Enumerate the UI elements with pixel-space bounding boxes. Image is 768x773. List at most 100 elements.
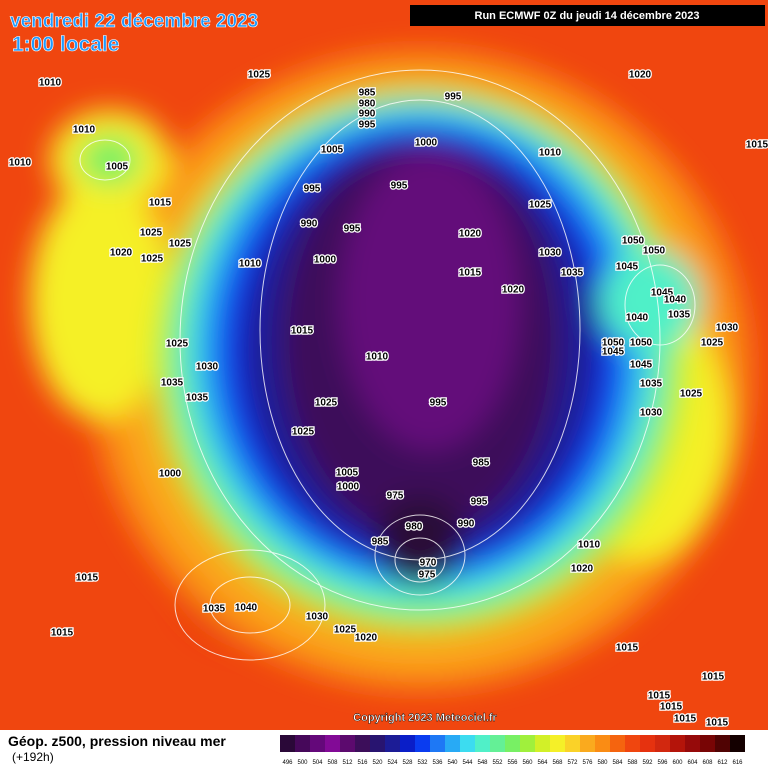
- colorbar-label: 596: [657, 760, 668, 766]
- isobar-label: 1040: [235, 603, 258, 614]
- colorbar-label: 508: [327, 760, 338, 766]
- isobar-label: 1015: [51, 628, 74, 639]
- isobar-label: 1025: [141, 254, 164, 265]
- colorbar-swatch: [340, 735, 355, 752]
- colorbar-label: 524: [387, 760, 398, 766]
- isobar-label: 1030: [640, 408, 663, 419]
- isobar-label: 1045: [651, 288, 674, 299]
- isobar-label: 1010: [73, 125, 96, 136]
- isobar-label: 1005: [106, 162, 129, 173]
- colorbar-label: 572: [567, 760, 578, 766]
- colorbar-swatch: [280, 735, 295, 752]
- isobar-label: 990: [359, 109, 376, 120]
- colorbar-swatch: [505, 735, 520, 752]
- colorbar-swatch: [700, 735, 715, 752]
- isobar-label: 1020: [571, 564, 594, 575]
- isobar-label: 995: [304, 184, 321, 195]
- colorbar-label: 552: [492, 760, 503, 766]
- run-box: [410, 5, 765, 26]
- colorbar-label: 516: [357, 760, 368, 766]
- isobar-label: 1045: [602, 347, 625, 358]
- colorbar-swatch: [595, 735, 610, 752]
- footer-label: Géop. z500, pression niveau mer: [8, 733, 226, 749]
- colorbar-label: 576: [582, 760, 593, 766]
- colorbar-swatch: [655, 735, 670, 752]
- colorbar-label: 528: [402, 760, 413, 766]
- isobar-label: 1015: [674, 714, 697, 725]
- isobar-label: 1040: [664, 295, 687, 306]
- isobar-label: 1010: [366, 352, 389, 363]
- isobar-label: 1015: [149, 198, 172, 209]
- isobar-label: 1010: [539, 148, 562, 159]
- isobar-label: 975: [419, 570, 436, 581]
- colorbar-label: 536: [432, 760, 443, 766]
- isobar-label: 1015: [702, 672, 725, 683]
- copyright: Copyright 2023 Meteociel.fr: [353, 712, 497, 724]
- isobar-label: 1005: [321, 145, 344, 156]
- colorbar-label: 564: [537, 760, 548, 766]
- isobar-label: 1035: [186, 393, 209, 404]
- colorbar-swatch: [430, 735, 445, 752]
- colorbar-label: 588: [627, 760, 638, 766]
- isobar-label: 1010: [39, 78, 62, 89]
- colorbar-label: 504: [312, 760, 323, 766]
- isobar-label: 1030: [306, 612, 329, 623]
- colorbar-swatch: [475, 735, 490, 752]
- isobar-label: 985: [372, 537, 389, 548]
- isobar-label: 980: [406, 522, 423, 533]
- isobar-label: 1005: [336, 468, 359, 479]
- isobar-label: 980: [359, 99, 376, 110]
- isobar-label: 990: [458, 519, 475, 530]
- colorbar-swatch: [295, 735, 310, 752]
- lead-time: (+192h): [12, 750, 54, 764]
- isobar-label: 995: [445, 92, 462, 103]
- isobar-label: 995: [359, 120, 376, 131]
- isobar-label: 1025: [169, 239, 192, 250]
- colorbar-swatch: [520, 735, 535, 752]
- isobar-label: 995: [344, 224, 361, 235]
- isobar-label: 1040: [626, 313, 649, 324]
- isobar-label: 1025: [701, 338, 724, 349]
- isobar-label: 1035: [561, 268, 584, 279]
- run-label: Run ECMWF 0Z du jeudi 14 décembre 2023: [475, 10, 700, 22]
- colorbar-swatch: [640, 735, 655, 752]
- colorbar-label: 580: [597, 760, 608, 766]
- subtitle: 1:00 locale: [12, 33, 119, 56]
- colorbar-swatch: [625, 735, 640, 752]
- colorbar-swatch: [385, 735, 400, 752]
- isobar-label: 985: [473, 458, 490, 469]
- colorbar-label: 548: [477, 760, 488, 766]
- colorbar-label: 500: [297, 760, 308, 766]
- isobar-label: 1050: [643, 246, 666, 257]
- colorbar-swatch: [670, 735, 685, 752]
- isobar-label: 1015: [459, 268, 482, 279]
- isobar-label: 985: [359, 88, 376, 99]
- colorbar-swatch: [535, 735, 550, 752]
- colorbar-swatch: [685, 735, 700, 752]
- isobar-label: 1015: [291, 326, 314, 337]
- isobar-label: 1020: [629, 70, 652, 81]
- colorbar-label: 600: [672, 760, 683, 766]
- isobar-label: 1000: [159, 469, 182, 480]
- isobar-label: 1000: [415, 138, 438, 149]
- colorbar-swatch: [445, 735, 460, 752]
- isobar-label: 1010: [239, 259, 262, 270]
- colorbar-label: 616: [732, 760, 743, 766]
- title: vendredi 22 décembre 2023: [10, 11, 258, 32]
- isobar-label: 1025: [334, 625, 357, 636]
- isobar-label: 1045: [630, 360, 653, 371]
- colorbar-swatch: [415, 735, 430, 752]
- colorbar-swatch: [715, 735, 730, 752]
- isobar-label: 1015: [616, 643, 639, 654]
- isobar-label: 1025: [292, 427, 315, 438]
- isobar-label: 990: [301, 219, 318, 230]
- colorbar-swatch: [355, 735, 370, 752]
- isobar-label: 1015: [648, 691, 671, 702]
- colorbar-swatch: [400, 735, 415, 752]
- colorbar-label: 520: [372, 760, 383, 766]
- colorbar-label: 604: [687, 760, 698, 766]
- colorbar-label: 544: [462, 760, 473, 766]
- isobar-label: 1035: [203, 604, 226, 615]
- isobar-label: 970: [420, 558, 437, 569]
